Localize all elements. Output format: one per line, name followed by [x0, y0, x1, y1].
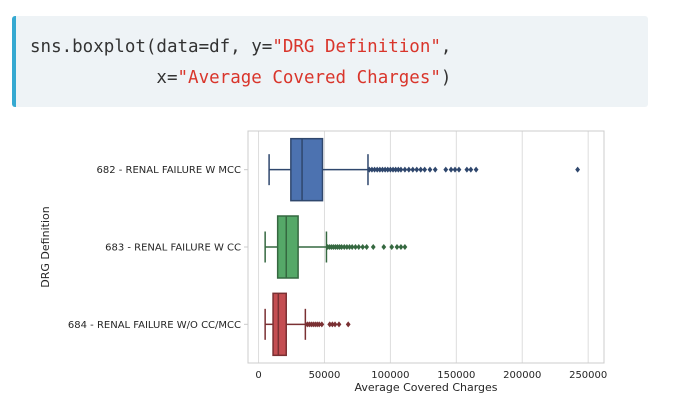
outlier-1-14 — [360, 244, 366, 250]
code-line1-prefix: sns.boxplot(data=df, y= — [30, 37, 273, 57]
code-cell[interactable]: sns.boxplot(data=df, y="DRG Definition",… — [12, 16, 648, 107]
outlier-0-3 — [374, 166, 380, 173]
outlier-1-9 — [344, 244, 350, 250]
outlier-0-17 — [418, 166, 424, 173]
outlier-1-12 — [353, 244, 358, 250]
outlier-2-6 — [316, 321, 322, 328]
outlier-0-20 — [432, 166, 438, 173]
outlier-0-27 — [473, 166, 479, 173]
outlier-2-7 — [319, 321, 325, 328]
outlier-0-22 — [448, 166, 454, 173]
code-line1-suffix: , — [440, 37, 452, 57]
code-line2-indent: x= — [30, 68, 178, 88]
x-tick-label-2: 100000 — [371, 370, 409, 381]
outlier-0-24 — [456, 166, 462, 173]
outlier-2-12 — [345, 321, 351, 328]
box-iqr-1 — [276, 215, 299, 279]
outlier-1-7 — [339, 244, 345, 250]
x-tick-label-0: 0 — [255, 370, 261, 381]
outlier-1-16 — [370, 244, 376, 250]
y-tick-label-1: 683 - RENAL FAILURE W CC — [105, 243, 241, 254]
outlier-0-11 — [395, 166, 401, 173]
outlier-0-14 — [406, 166, 412, 173]
outlier-0-25 — [464, 166, 470, 173]
y-tick-label-2: 684 - RENAL FAILURE W/O CC/MCC — [68, 320, 241, 331]
box-layer — [264, 137, 581, 357]
box-iqr-2 — [272, 292, 287, 357]
outlier-1-11 — [349, 244, 355, 250]
outlier-0-26 — [468, 166, 474, 173]
code-line1-string: "DRG Definition" — [272, 37, 441, 57]
outlier-0-7 — [385, 166, 391, 173]
outlier-1-13 — [356, 244, 362, 250]
outlier-0-19 — [427, 166, 433, 173]
outlier-0-4 — [377, 166, 383, 173]
outlier-2-9 — [329, 321, 335, 328]
outlier-0-0 — [366, 166, 372, 173]
outlier-0-28 — [575, 166, 581, 173]
y-axis-label: DRG Definition — [39, 206, 52, 287]
outlier-0-16 — [414, 166, 420, 173]
outlier-1-19 — [394, 244, 400, 250]
x-tick-label-3: 150000 — [437, 370, 475, 381]
box-group-1 — [264, 215, 408, 279]
outlier-2-8 — [327, 321, 333, 328]
outlier-0-10 — [393, 166, 399, 173]
outlier-2-10 — [332, 321, 338, 328]
outlier-1-10 — [347, 244, 352, 250]
x-tick-label-4: 200000 — [503, 370, 541, 381]
outlier-0-21 — [443, 166, 449, 173]
x-tick-label-1: 50000 — [309, 370, 341, 381]
outlier-2-11 — [336, 321, 342, 328]
outlier-0-2 — [372, 166, 377, 173]
outlier-0-18 — [422, 166, 428, 173]
outlier-0-13 — [402, 166, 408, 173]
code-line2-string: "Average Covered Charges" — [177, 68, 441, 88]
outlier-0-9 — [390, 166, 396, 173]
x-axis-label: Average Covered Charges — [354, 381, 497, 394]
x-tick-label-5: 250000 — [569, 370, 607, 381]
box-iqr-0 — [290, 137, 324, 202]
outlier-0-12 — [398, 166, 404, 173]
outlier-0-6 — [382, 166, 388, 173]
outlier-1-17 — [381, 244, 387, 250]
box-group-0 — [268, 137, 581, 202]
outlier-0-5 — [380, 166, 385, 173]
outlier-1-15 — [364, 244, 370, 250]
outlier-1-8 — [341, 244, 347, 250]
tick-labels: 0 50000 100000 150000 200000 250000 682 - RENA… — [68, 165, 607, 381]
outlier-1-20 — [398, 244, 404, 250]
outlier-0-23 — [452, 166, 458, 173]
box-group-2 — [264, 292, 351, 357]
outlier-1-18 — [389, 244, 395, 250]
outlier-0-8 — [388, 166, 393, 173]
outlier-0-1 — [369, 166, 375, 173]
outlier-0-15 — [410, 166, 416, 173]
code-block: sns.boxplot(data=df, y="DRG Definition",… — [30, 32, 451, 94]
code-line2-suffix: ) — [440, 68, 452, 88]
y-tick-label-0: 682 - RENAL FAILURE W MCC — [96, 165, 241, 176]
outlier-1-21 — [402, 244, 408, 250]
